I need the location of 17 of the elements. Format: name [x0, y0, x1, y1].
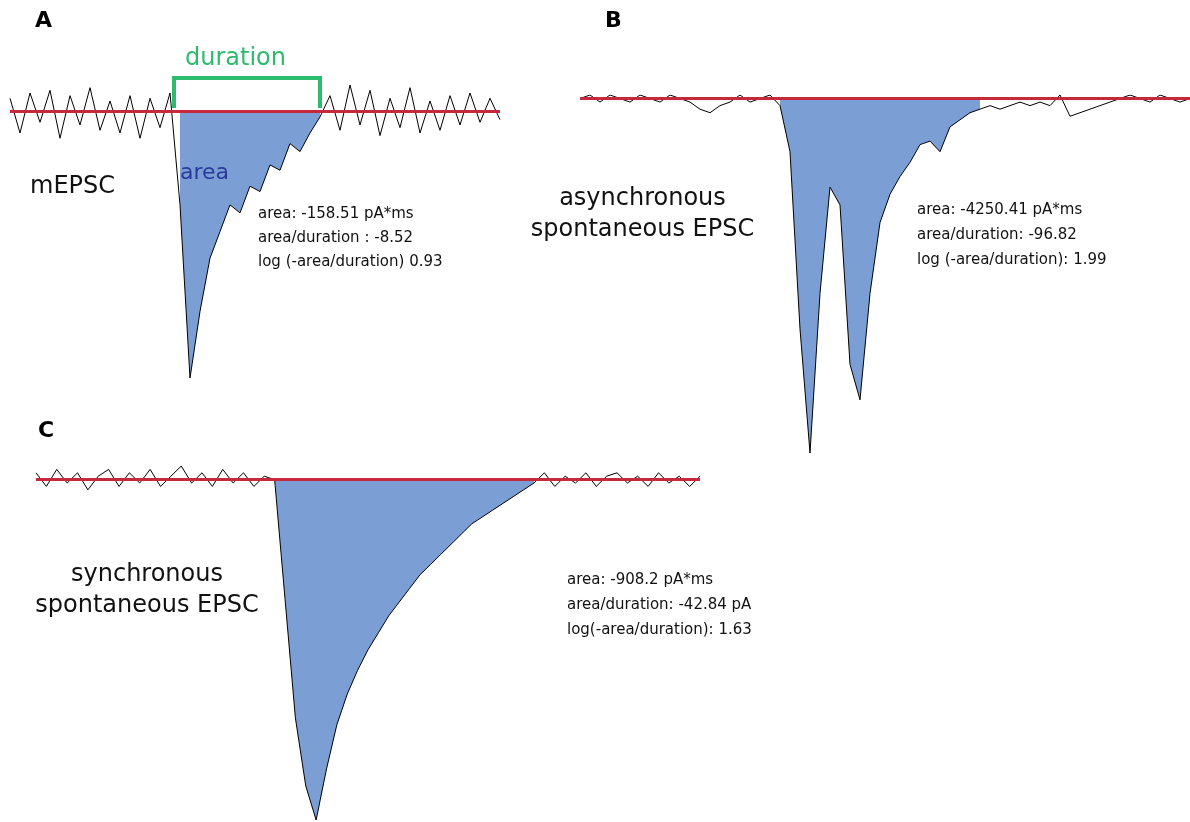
annotation: area: -908.2 pA*ms [567, 570, 714, 590]
annotation: synchronous spontaneous EPSC [34, 558, 260, 621]
annotation: area/duration: -96.82 [917, 225, 1077, 245]
annotation: area: -4250.41 pA*ms [917, 200, 1083, 220]
annotation: log (-area/duration) 0.93 [258, 252, 443, 272]
text: duration [185, 42, 286, 73]
chart-title: B [605, 6, 622, 32]
annotation: log (-area/duration): 1.99 [917, 250, 1107, 270]
annotation: area [180, 158, 230, 186]
annotation: area/duration : -8.52 [258, 228, 414, 248]
annotation: log(-area/duration): 1.63 [567, 620, 752, 640]
chart-title: C [38, 416, 55, 442]
annotation: mEPSC [30, 170, 116, 201]
chart-title: A [35, 6, 53, 32]
annotation: area/duration: -42.84 pA [567, 595, 752, 615]
annotation: area: -158.51 pA*ms [258, 204, 414, 224]
annotation: asynchronous spontaneous EPSC [530, 182, 755, 245]
